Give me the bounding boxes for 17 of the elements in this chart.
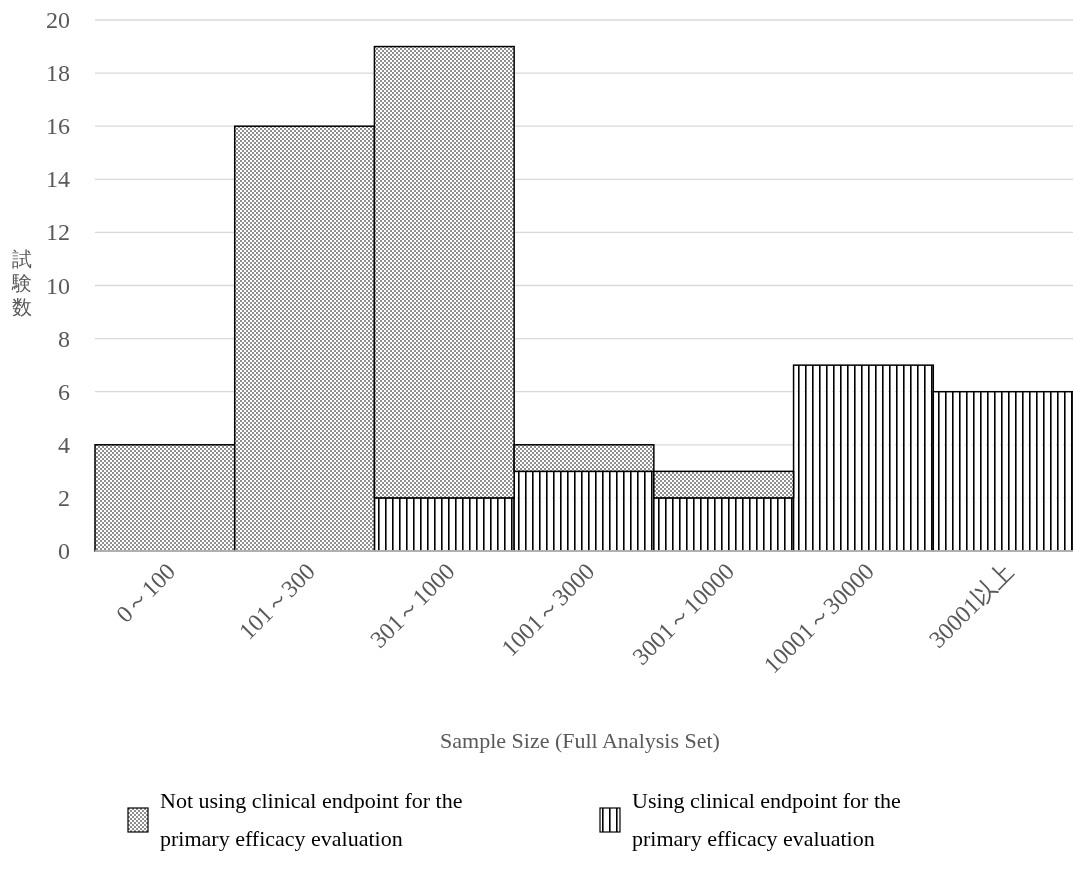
y-tick-label: 16 (46, 113, 70, 140)
y-tick-label: 10 (46, 272, 70, 299)
y-tick-label: 0 (58, 538, 70, 564)
x-tick-label: 101～300 (233, 558, 321, 645)
y-axis-title: 試験数 (11, 247, 32, 319)
y-tick-label: 14 (46, 166, 70, 193)
y-tick-label: 6 (58, 378, 70, 405)
x-axis-title: Sample Size (Full Analysis Set) (440, 728, 720, 753)
y-tick-label: 2 (58, 484, 70, 511)
y-tick-label: 8 (58, 325, 70, 352)
x-tick-label: 0～100 (111, 558, 181, 628)
y-tick-label: 20 (46, 7, 70, 33)
y-tick-label: 12 (46, 219, 70, 246)
legend-label: Not using clinical endpoint for the primary efficacy evaluation (160, 787, 464, 853)
y-tick-label: 18 (46, 60, 70, 87)
legend-label: Using clinical endpoint for the primary efficacy evaluation (632, 787, 902, 853)
y-tick-label: 4 (58, 431, 70, 458)
